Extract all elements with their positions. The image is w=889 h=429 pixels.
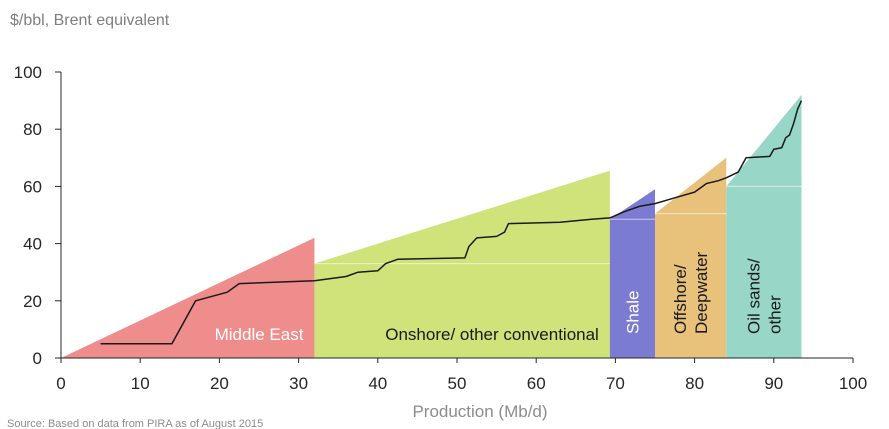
segment-label-oil-sands-other-line-2: other xyxy=(765,295,784,334)
x-tick-label-80: 80 xyxy=(685,374,704,393)
chart-subtitle: $/bbl, Brent equivalent xyxy=(10,12,170,29)
x-tick-label-60: 60 xyxy=(527,374,546,393)
x-axis-label: Production (Mb/d) xyxy=(412,402,547,421)
x-tick-label-40: 40 xyxy=(368,374,387,393)
segment-area-oil-sands-other xyxy=(726,94,802,358)
x-tick-label-30: 30 xyxy=(289,374,308,393)
y-tick-label-100: 100 xyxy=(14,63,42,82)
x-tick-label-90: 90 xyxy=(764,374,783,393)
x-tick-label-50: 50 xyxy=(448,374,467,393)
x-tick-label-20: 20 xyxy=(210,374,229,393)
y-tick-label-80: 80 xyxy=(23,120,42,139)
segment-areas xyxy=(61,94,802,358)
segment-label-shale-line-1: Shale xyxy=(623,291,642,334)
x-tick-label-100: 100 xyxy=(839,374,867,393)
segment-gridlines xyxy=(314,185,802,265)
y-tick-label-0: 0 xyxy=(33,349,42,368)
segment-label-offshore-deepwater-line-1: Offshore/ xyxy=(671,264,690,334)
x-tick-label-0: 0 xyxy=(56,374,65,393)
cost-curve-group xyxy=(100,100,803,345)
segment-label-middle-east: Middle East xyxy=(215,325,304,344)
y-tick-label-60: 60 xyxy=(23,177,42,196)
cost-curve-line xyxy=(100,100,803,345)
segment-area-shale xyxy=(609,189,655,358)
segment-area-onshore-other-conventional xyxy=(314,170,610,358)
x-tick-label-70: 70 xyxy=(606,374,625,393)
segment-area-offshore-deepwater xyxy=(655,157,727,358)
y-tick-label-20: 20 xyxy=(23,292,42,311)
y-tick-label-40: 40 xyxy=(23,235,42,254)
source-note: Source: Based on data from PIRA as of Au… xyxy=(7,418,263,429)
segment-labels: Middle East Onshore/ other conventional Sh… xyxy=(215,251,785,344)
segment-label-onshore-other-conventional: Onshore/ other conventional xyxy=(385,325,599,344)
segment-label-offshore-deepwater-line-2: Deepwater xyxy=(692,251,711,334)
segment-label-oil-sands-other-line-1: Oil sands/ xyxy=(744,258,763,334)
axes: 0 20 40 60 80 100 0 10 20 30 40 50 60 70 80 90 100 xyxy=(14,63,868,393)
x-tick-label-10: 10 xyxy=(131,374,150,393)
segment-area-middle-east xyxy=(61,237,315,358)
